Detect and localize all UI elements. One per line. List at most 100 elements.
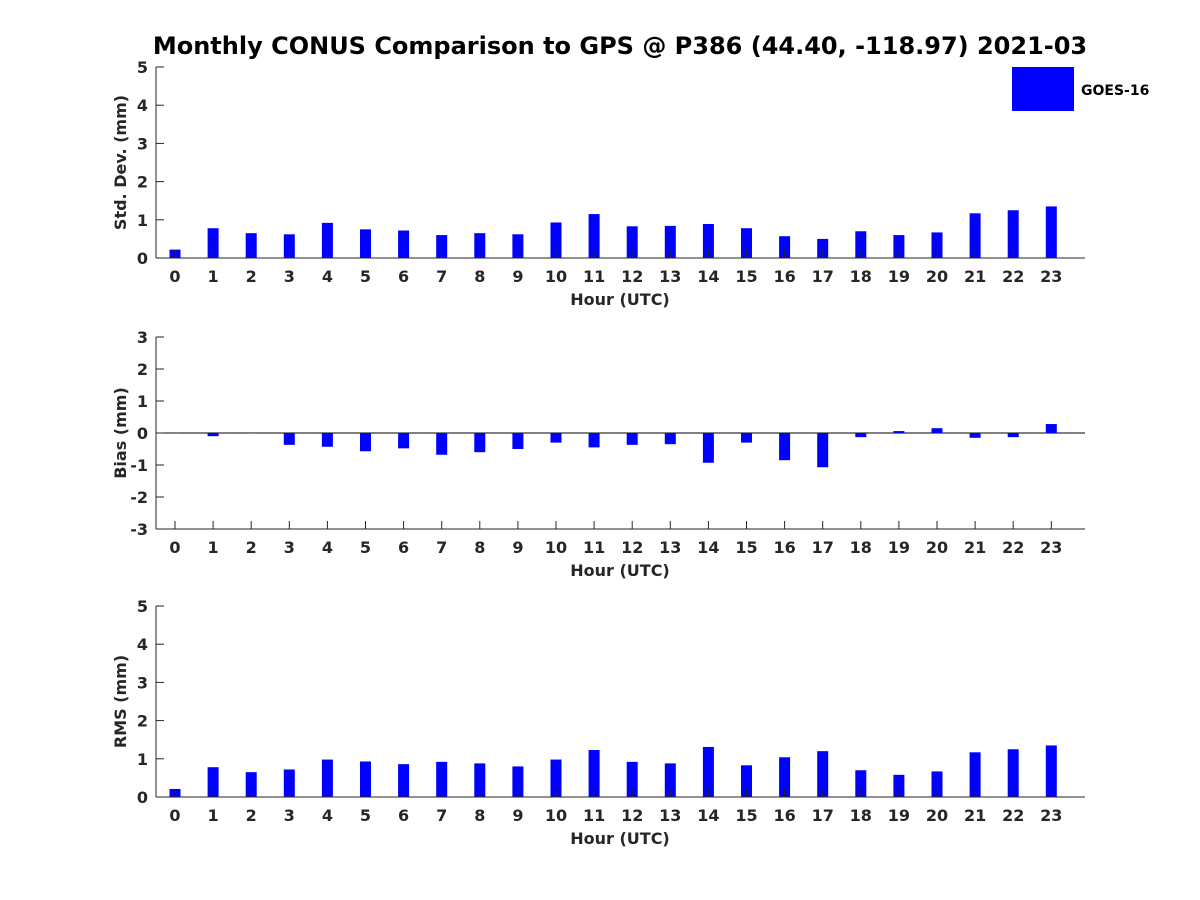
x-tick-label: 2	[246, 267, 257, 286]
y-tick-label: 3	[137, 134, 148, 153]
x-tick-label: 23	[1040, 538, 1062, 557]
y-axis-label: Std. Dev. (mm)	[111, 95, 130, 230]
bar-rms-hour-9	[512, 766, 524, 797]
x-tick-label: 13	[659, 538, 681, 557]
x-tick-label: 8	[474, 538, 485, 557]
bar-bias-hour-11	[588, 433, 600, 448]
x-tick-label: 23	[1040, 806, 1062, 825]
y-tick-label: 3	[137, 673, 148, 692]
y-tick-label: -1	[130, 456, 148, 475]
x-tick-label: 8	[474, 267, 485, 286]
x-tick-label: 15	[735, 538, 757, 557]
x-tick-label: 18	[850, 538, 872, 557]
bar-bias-hour-13	[664, 433, 676, 445]
legend-label: GOES-16	[1081, 83, 1149, 99]
x-tick-label: 0	[169, 267, 180, 286]
y-tick-label: 0	[137, 249, 148, 268]
x-tick-label: 7	[436, 267, 447, 286]
x-tick-label: 11	[583, 806, 605, 825]
x-tick-label: 19	[888, 267, 910, 286]
x-tick-label: 3	[284, 538, 295, 557]
bar-bias-hour-17	[817, 433, 829, 468]
bar-bias-hour-18	[855, 433, 867, 438]
bar-std-dev-hour-10	[550, 222, 562, 258]
bar-bias-hour-23	[1045, 424, 1057, 433]
x-tick-label: 20	[926, 806, 948, 825]
y-tick-label: -2	[130, 488, 148, 507]
bar-rms-hour-21	[969, 752, 981, 797]
bar-rms-hour-17	[817, 751, 829, 797]
x-tick-label: 4	[322, 806, 333, 825]
bar-rms-hour-14	[702, 746, 714, 797]
x-tick-label: 12	[621, 267, 643, 286]
x-tick-label: 2	[246, 538, 257, 557]
x-tick-label: 4	[322, 538, 333, 557]
x-tick-label: 17	[812, 267, 834, 286]
bar-rms-hour-23	[1045, 745, 1057, 797]
y-axis-label: RMS (mm)	[111, 655, 130, 748]
x-tick-label: 22	[1002, 538, 1024, 557]
x-tick-label: 11	[583, 267, 605, 286]
x-tick-label: 2	[246, 806, 257, 825]
bar-std-dev-hour-20	[931, 232, 943, 258]
x-tick-label: 8	[474, 806, 485, 825]
bar-std-dev-hour-18	[855, 231, 867, 258]
bar-rms-hour-19	[893, 774, 905, 797]
legend: GOES-16	[1012, 67, 1149, 111]
chart-title: Monthly CONUS Comparison to GPS @ P386 (…	[153, 32, 1087, 60]
x-tick-label: 7	[436, 806, 447, 825]
bar-bias-hour-4	[321, 433, 333, 447]
x-tick-label: 18	[850, 806, 872, 825]
x-tick-label: 3	[284, 267, 295, 286]
x-tick-label: 15	[735, 267, 757, 286]
y-tick-label: 1	[137, 750, 148, 769]
bar-bias-hour-12	[626, 433, 638, 445]
bar-rms-hour-8	[474, 763, 486, 797]
x-tick-label: 1	[208, 806, 219, 825]
bar-std-dev-hour-19	[893, 235, 905, 258]
bar-rms-hour-2	[245, 772, 257, 797]
y-tick-label: 0	[137, 788, 148, 807]
bar-bias-hour-22	[1007, 433, 1019, 438]
x-tick-label: 6	[398, 806, 409, 825]
x-tick-label: 4	[322, 267, 333, 286]
bar-bias-hour-7	[436, 433, 448, 455]
x-tick-label: 0	[169, 538, 180, 557]
x-tick-label: 5	[360, 267, 371, 286]
x-tick-label: 7	[436, 538, 447, 557]
x-tick-label: 15	[735, 806, 757, 825]
x-tick-label: 20	[926, 538, 948, 557]
bar-std-dev-hour-16	[779, 236, 791, 258]
bar-std-dev-hour-12	[626, 226, 638, 258]
y-tick-label: 2	[137, 360, 148, 379]
bar-bias-hour-3	[283, 433, 295, 445]
bar-rms-hour-10	[550, 759, 562, 797]
legend-swatch	[1012, 67, 1074, 111]
bar-std-dev-hour-9	[512, 234, 524, 258]
y-tick-label: 2	[137, 173, 148, 192]
x-tick-label: 10	[545, 806, 567, 825]
y-tick-label: 3	[137, 328, 148, 347]
bar-bias-hour-2	[245, 433, 257, 434]
x-tick-label: 21	[964, 267, 986, 286]
bar-std-dev-hour-8	[474, 233, 486, 258]
bar-std-dev-hour-4	[321, 222, 333, 258]
x-tick-label: 9	[512, 267, 523, 286]
x-tick-label: 17	[812, 538, 834, 557]
x-tick-label: 16	[773, 806, 795, 825]
x-tick-label: 10	[545, 267, 567, 286]
x-tick-label: 5	[360, 538, 371, 557]
bar-std-dev-hour-3	[283, 234, 295, 258]
x-tick-label: 10	[545, 538, 567, 557]
bar-std-dev-hour-1	[207, 228, 219, 258]
x-tick-label: 1	[208, 267, 219, 286]
y-tick-label: 5	[137, 58, 148, 77]
x-tick-label: 9	[512, 538, 523, 557]
y-tick-label: -3	[130, 520, 148, 539]
x-tick-label: 20	[926, 267, 948, 286]
x-tick-label: 19	[888, 806, 910, 825]
x-tick-label: 6	[398, 267, 409, 286]
